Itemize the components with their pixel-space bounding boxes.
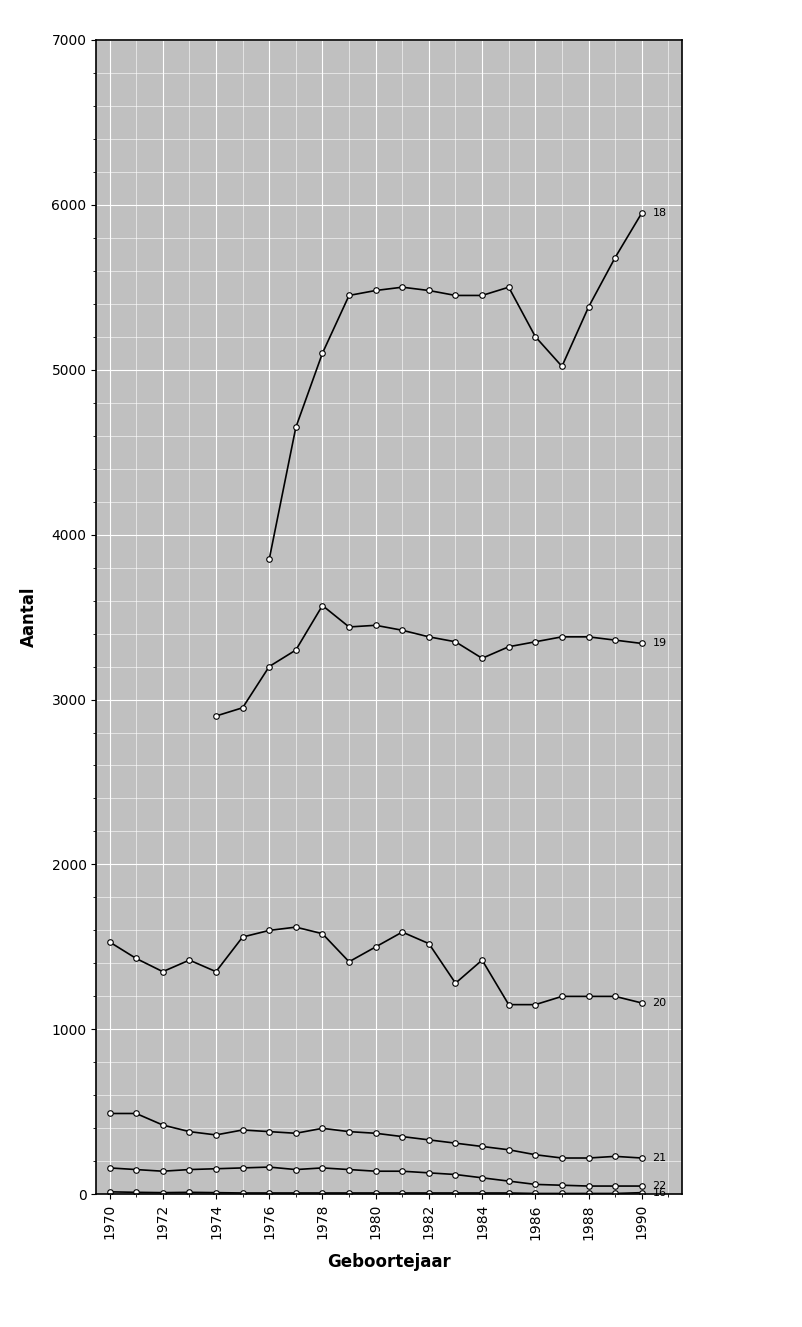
Text: 21: 21 — [652, 1153, 666, 1162]
Text: 18: 18 — [652, 208, 666, 218]
X-axis label: Geboortejaar: Geboortejaar — [327, 1254, 451, 1271]
Text: 16: 16 — [652, 1188, 666, 1198]
Text: 22: 22 — [652, 1181, 666, 1192]
Y-axis label: Aantal: Aantal — [19, 587, 38, 648]
Text: 19: 19 — [652, 638, 666, 649]
Text: 20: 20 — [652, 998, 666, 1009]
